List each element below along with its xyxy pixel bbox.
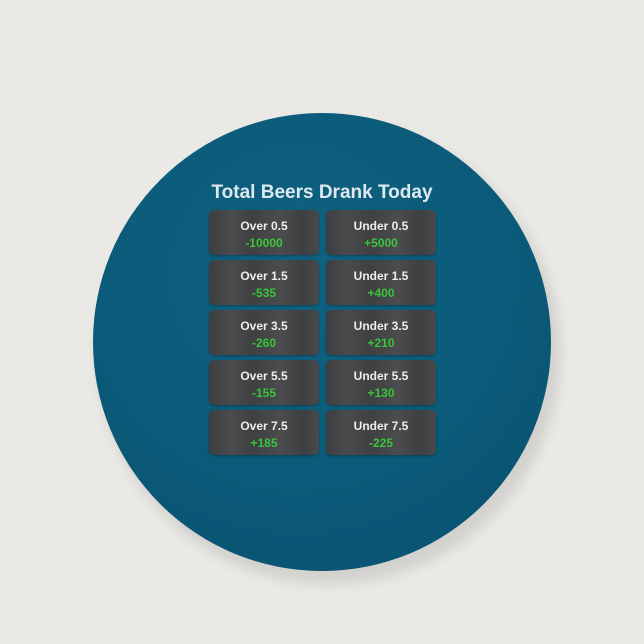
tile-label: Over 5.5 (240, 369, 288, 383)
under-tile: Under 3.5 +210 (326, 310, 436, 355)
tile-label: Over 3.5 (240, 319, 288, 333)
tile-odds: -10000 (245, 236, 283, 250)
over-tile: Over 3.5 -260 (209, 310, 319, 355)
tile-odds: +5000 (364, 236, 398, 250)
tile-odds: -535 (251, 286, 277, 300)
tile-label: Under 3.5 (353, 319, 409, 333)
over-tile: Over 7.5 +185 (209, 410, 319, 455)
tile-label: Over 0.5 (240, 219, 288, 233)
tile-odds: -225 (368, 436, 394, 450)
tile-label: Under 1.5 (353, 269, 409, 283)
title: Total Beers Drank Today (211, 182, 433, 203)
over-tile: Over 5.5 -155 (209, 360, 319, 405)
tile-odds: +185 (250, 436, 278, 450)
under-tile: Under 0.5 +5000 (326, 210, 436, 255)
over-tile: Over 1.5 -535 (209, 260, 319, 305)
under-tile: Under 5.5 +130 (326, 360, 436, 405)
under-tile: Under 7.5 -225 (326, 410, 436, 455)
pin-button (93, 113, 551, 571)
under-tile: Under 1.5 +400 (326, 260, 436, 305)
tile-odds: +210 (367, 336, 395, 350)
tile-odds: -155 (251, 386, 277, 400)
tile-label: Under 5.5 (353, 369, 409, 383)
tile-label: Over 1.5 (240, 269, 288, 283)
over-tile: Over 0.5 -10000 (209, 210, 319, 255)
tile-label: Over 7.5 (240, 419, 288, 433)
tile-label: Under 0.5 (353, 219, 409, 233)
tile-odds: -260 (251, 336, 277, 350)
tile-odds: +130 (367, 386, 395, 400)
tile-label: Under 7.5 (353, 419, 409, 433)
tile-odds: +400 (367, 286, 395, 300)
